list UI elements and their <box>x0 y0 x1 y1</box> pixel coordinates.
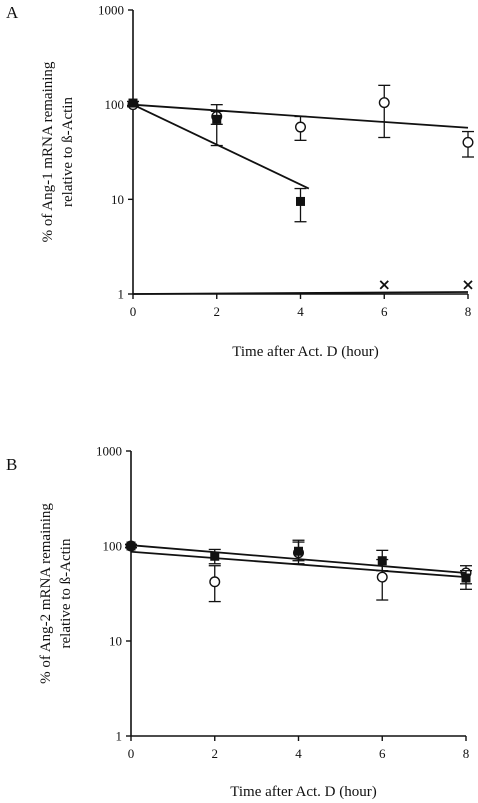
y-tick-label: 10 <box>111 192 124 207</box>
x-axis-label: Time after Act. D (hour) <box>232 344 379 360</box>
x-tick-label: 8 <box>463 746 470 761</box>
data-point-filled-square <box>210 551 220 561</box>
data-point-filled-square <box>461 573 471 583</box>
series-x <box>132 280 473 295</box>
data-point-filled-square <box>128 98 138 108</box>
x-tick-label: 6 <box>381 304 388 319</box>
fit-line <box>130 550 467 579</box>
data-point-x <box>463 280 473 290</box>
chart-panel-b: B 1 10 100 1000 0 2 4 6 8 Time after Act. D (hour)… <box>6 444 472 800</box>
y-tick-label: 100 <box>103 539 123 554</box>
y-tick-label: 100 <box>105 97 125 112</box>
data-point-filled-square <box>212 114 222 124</box>
data-point-open-circle <box>462 136 474 148</box>
y-tick-label: 1 <box>118 287 125 302</box>
data-point-filled-square <box>296 196 305 206</box>
x-tick-label: 4 <box>295 746 302 761</box>
x-tick-label: 0 <box>128 746 135 761</box>
data-point-x <box>379 280 389 290</box>
y-axis-label: % of Ang-1 mRNA remaining relative to ß-A… <box>40 61 76 242</box>
series-filled-square <box>125 539 472 590</box>
series-open-circle <box>127 84 474 158</box>
x-tick-label: 2 <box>214 304 221 319</box>
x-tick-label: 4 <box>297 304 304 319</box>
y-tick-label: 1000 <box>98 3 124 18</box>
data-point-filled-square <box>377 556 387 566</box>
x-stroke <box>379 280 389 290</box>
panel-label: A <box>6 3 19 22</box>
panel-label: B <box>6 455 17 474</box>
series-filled-square <box>127 98 310 223</box>
x-axis-label: Time after Act. D (hour) <box>230 784 377 800</box>
y-tick-label: 10 <box>109 634 122 649</box>
data-point-filled-square <box>126 541 136 551</box>
data-point-filled-square <box>294 546 303 556</box>
x-tick-label: 0 <box>130 304 137 319</box>
x-tick-label: 8 <box>465 304 472 319</box>
x-stroke <box>463 280 473 290</box>
data-point-open-circle <box>376 571 388 583</box>
fit-line <box>132 291 469 295</box>
data-point-open-circle <box>209 576 221 588</box>
x-tick-label: 2 <box>212 746 219 761</box>
fit-line <box>132 103 310 190</box>
y-tick-label: 1 <box>116 729 123 744</box>
data-point-open-circle <box>378 97 390 109</box>
chart-panel-a: A 1 10 100 1000 0 2 4 6 8 Time after Act. D (hour)… <box>6 3 474 360</box>
data-point-open-circle <box>295 121 307 133</box>
x-tick-label: 6 <box>379 746 386 761</box>
y-axis-label: % of Ang-2 mRNA remaining relative to ß-A… <box>38 503 74 684</box>
y-tick-label: 1000 <box>96 444 122 459</box>
